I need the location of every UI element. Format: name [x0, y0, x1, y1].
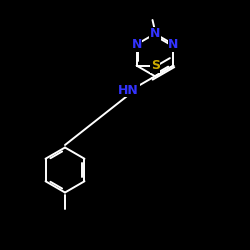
Text: HN: HN [118, 84, 139, 96]
Text: N: N [132, 38, 142, 51]
Text: S: S [151, 59, 160, 72]
Text: N: N [168, 38, 178, 51]
Text: N: N [150, 27, 160, 40]
